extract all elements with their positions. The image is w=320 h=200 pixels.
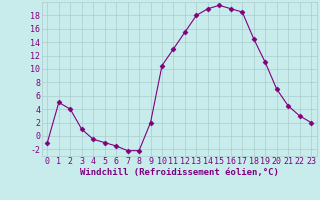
- X-axis label: Windchill (Refroidissement éolien,°C): Windchill (Refroidissement éolien,°C): [80, 168, 279, 177]
